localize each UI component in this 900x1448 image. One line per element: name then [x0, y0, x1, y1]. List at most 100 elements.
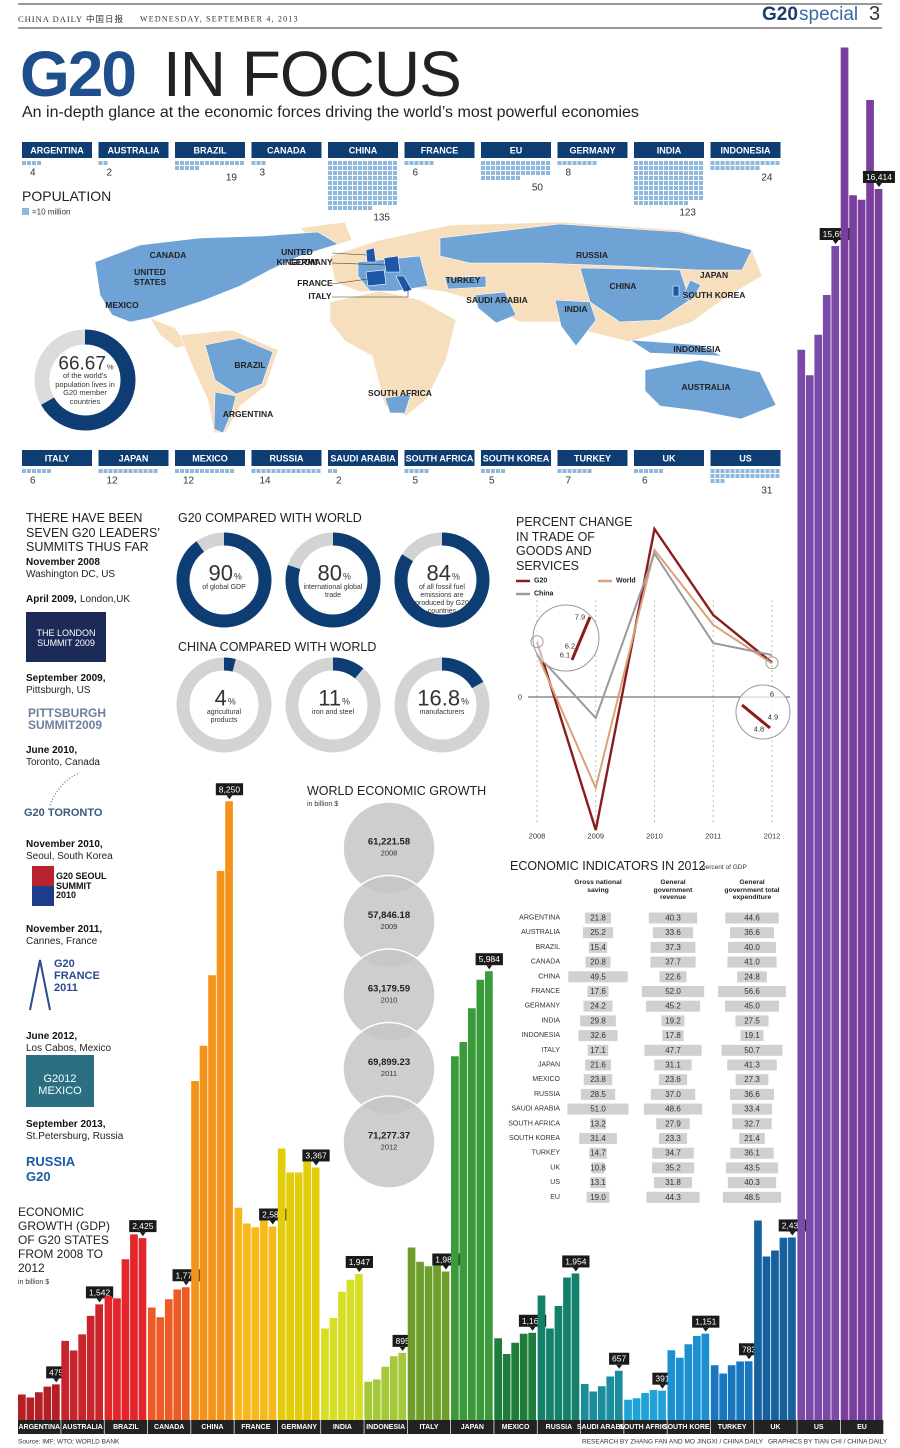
country-box — [557, 450, 628, 466]
map-label: CHINA — [609, 281, 637, 291]
population-square — [689, 196, 693, 200]
map-label: SOUTH AFRICA — [368, 388, 432, 398]
value-label-pointer — [875, 182, 882, 187]
x-tick-label: ITALY — [419, 1424, 438, 1431]
gdp-bar — [797, 349, 806, 1420]
population-square — [649, 166, 653, 170]
data-label: 6.1 — [560, 651, 570, 660]
population-square — [348, 196, 352, 200]
population-value: 2 — [336, 476, 342, 487]
country-label: RUSSIA — [269, 454, 304, 464]
column-header: General government revenue — [653, 879, 693, 902]
population-square — [343, 171, 347, 175]
population-square — [649, 201, 653, 205]
population-square — [715, 166, 720, 170]
value-label: 41.3 — [744, 1061, 760, 1070]
population-square — [634, 161, 638, 165]
population-square — [644, 161, 648, 165]
indicator-bar — [651, 1162, 695, 1174]
population-square — [328, 181, 332, 185]
x-tick-label: JAPAN — [461, 1424, 484, 1431]
row-label: SOUTH AFRICA — [508, 1120, 560, 1127]
population-square — [393, 166, 397, 170]
population-square — [200, 469, 204, 473]
population-square — [388, 176, 392, 180]
population-square — [730, 474, 735, 478]
value-label: 37.0 — [665, 1090, 681, 1099]
leader-line — [331, 262, 387, 266]
country-label: SAUDI ARABIA — [330, 454, 396, 464]
population-square — [491, 176, 495, 180]
value-label: 22.6 — [665, 972, 681, 981]
gdp-bar — [710, 1365, 719, 1420]
population-grid — [481, 469, 505, 473]
indicator-bar — [737, 971, 767, 983]
population-square — [699, 166, 703, 170]
chart-title: CHINA COMPARED WITH WORLD — [178, 640, 377, 654]
country-box — [404, 142, 475, 158]
population-grid — [557, 161, 597, 165]
value-label: 1,954 — [565, 1256, 587, 1266]
y-tick-label: 0 — [518, 693, 522, 702]
population-grid — [710, 469, 780, 483]
population-square — [506, 176, 510, 180]
indicator-bar — [730, 927, 774, 939]
gdp-bar — [389, 1356, 398, 1420]
category-strip — [191, 1420, 234, 1434]
category-strip — [104, 1420, 148, 1434]
value-label: 34.7 — [665, 1149, 681, 1158]
population-grid — [634, 469, 663, 473]
population-square — [745, 161, 750, 165]
map-region — [682, 279, 702, 302]
donut-value-unit: % — [461, 696, 469, 706]
country-box — [22, 142, 92, 158]
value-label-box — [46, 1366, 67, 1379]
population-square — [190, 469, 194, 473]
population-square — [644, 181, 648, 185]
population-square — [725, 161, 730, 165]
row-label: RUSSIA — [534, 1091, 560, 1098]
gdp-bar — [476, 979, 485, 1420]
value-label-pointer — [746, 1355, 753, 1360]
indicator-bar — [568, 971, 628, 983]
population-square — [735, 469, 740, 473]
value-label: 1,770 — [176, 1270, 198, 1280]
indicator-bar — [725, 1162, 779, 1174]
population-square — [195, 469, 199, 473]
indicator-bar — [590, 1118, 606, 1130]
population-square — [306, 469, 311, 473]
value-label: 71,277.37 — [368, 1131, 410, 1142]
leader-line — [332, 286, 409, 298]
population-square — [363, 201, 367, 205]
x-tick-label: 2009 — [587, 832, 604, 841]
map-label: BRAZIL — [234, 360, 266, 370]
summit-place: London,UK — [80, 594, 131, 605]
population-square — [684, 191, 688, 195]
indicator-bar — [582, 927, 614, 939]
gdp-bar — [874, 188, 883, 1421]
country-box — [481, 142, 551, 158]
value-label-pointer — [183, 1281, 190, 1286]
value-label: 1,980 — [435, 1255, 457, 1265]
population-square — [664, 186, 668, 190]
gdp-bar — [433, 1255, 441, 1420]
indicator-bar — [590, 1177, 606, 1189]
map-region — [365, 269, 387, 287]
population-square — [506, 171, 510, 175]
indicator-bar — [588, 941, 608, 953]
population-square — [358, 171, 362, 175]
population-square — [710, 479, 715, 483]
population-square — [689, 161, 693, 165]
x-tick-label: EU — [857, 1424, 867, 1431]
population-square — [649, 469, 653, 473]
x-tick-label: INDIA — [333, 1424, 352, 1431]
gdp-bar — [788, 1237, 796, 1420]
map-label: SAUDI ARABIA — [466, 295, 528, 305]
population-square — [496, 176, 500, 180]
population-square — [740, 161, 745, 165]
indicator-bar — [567, 1103, 629, 1115]
population-square — [368, 166, 372, 170]
row-label: SAUDI ARABIA — [511, 1106, 560, 1113]
section-name: G20 — [762, 4, 798, 25]
